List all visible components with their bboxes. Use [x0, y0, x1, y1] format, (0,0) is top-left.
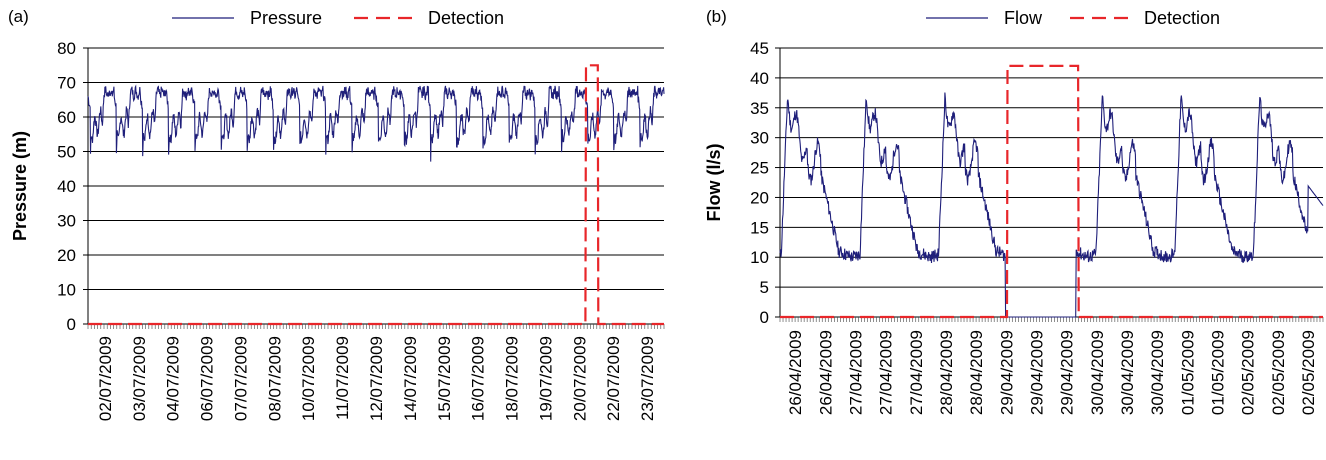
x-tick-label: 29/04/2009: [997, 330, 1016, 415]
y-axis-label: Pressure (m): [10, 131, 30, 241]
y-tick-label: 30: [57, 212, 76, 231]
x-tick-label: 07/07/2009: [231, 336, 250, 421]
x-tick-label: 11/07/2009: [333, 336, 352, 420]
y-tick-label: 0: [67, 315, 76, 334]
series-line-flow: [780, 93, 1323, 318]
y-tick-label: 35: [750, 99, 769, 118]
legend-label-pressure: Pressure: [250, 8, 322, 28]
panel-a-pressure-chart: (a) 0 10 20 30 40 50 60 70 80 Pressure (m) 02/07/20…: [8, 7, 664, 421]
y-tick-label: 10: [750, 248, 769, 267]
x-tick-label: 27/04/2009: [846, 330, 865, 415]
x-tick-label: 18/07/2009: [503, 336, 522, 421]
x-tick-label: 15/07/2009: [435, 336, 454, 421]
x-tick-label: 23/07/2009: [638, 336, 657, 421]
y-tick-label: 0: [760, 308, 769, 327]
legend-label-detection: Detection: [428, 8, 504, 28]
y-tick-label: 20: [57, 246, 76, 265]
x-tick-label: 28/04/2009: [937, 330, 956, 415]
legend-label-detection: Detection: [1144, 8, 1220, 28]
y-tick-label: 10: [57, 281, 76, 300]
x-tick-label: 26/04/2009: [786, 330, 805, 415]
y-tick-label: 15: [750, 218, 769, 237]
x-tick-label: 27/04/2009: [877, 330, 896, 415]
x-tick-label: 01/05/2009: [1178, 330, 1197, 415]
y-tick-label: 70: [57, 74, 76, 93]
x-tick-label: 30/04/2009: [1118, 330, 1137, 415]
y-tick-label: 80: [57, 39, 76, 58]
y-tick-label: 40: [750, 69, 769, 88]
legend-label-flow: Flow: [1004, 8, 1043, 28]
series-line-detection: [88, 65, 664, 324]
y-tick-label: 30: [750, 129, 769, 148]
x-tick-label: 29/04/2009: [1058, 330, 1077, 415]
y-tick-label: 20: [750, 188, 769, 207]
panel-label: (a): [8, 7, 29, 26]
x-tick-label: 22/07/2009: [604, 336, 623, 421]
x-tick-label: 19/07/2009: [536, 336, 555, 421]
x-tick-label: 28/04/2009: [967, 330, 986, 415]
x-tick-label: 02/07/2009: [96, 336, 115, 421]
y-axis-label: Flow (l/s): [704, 144, 724, 222]
x-tick-label: 10/07/2009: [299, 336, 318, 421]
x-tick-label: 30/04/2009: [1148, 330, 1167, 415]
y-tick-label: 60: [57, 108, 76, 127]
x-tick-label: 14/07/2009: [401, 336, 420, 421]
y-tick-label: 25: [750, 159, 769, 178]
x-tick-label: 20/07/2009: [570, 336, 589, 421]
x-tick-label: 29/04/2009: [1027, 330, 1046, 415]
x-tick-label: 16/07/2009: [469, 336, 488, 421]
x-tick-label: 01/05/2009: [1208, 330, 1227, 415]
y-tick-label: 5: [760, 278, 769, 297]
x-tick-label: 06/07/2009: [198, 336, 217, 421]
panel-b-flow-chart: (b) 0 5 10 15 20 25 30 35 40 45 Flow (l/s) 26/04/200…: [704, 7, 1323, 415]
x-tick-label: 12/07/2009: [367, 336, 386, 421]
x-tick-label: 03/07/2009: [130, 336, 149, 421]
x-tick-label: 30/04/2009: [1088, 330, 1107, 415]
x-tick-label: 26/04/2009: [816, 330, 835, 415]
series-line-detection: [780, 66, 1323, 317]
y-tick-label: 45: [750, 39, 769, 58]
x-tick-label: 04/07/2009: [164, 336, 183, 421]
series-line-pressure: [88, 86, 664, 162]
x-tick-label: 08/07/2009: [265, 336, 284, 421]
x-tick-label: 02/05/2009: [1299, 330, 1318, 415]
y-tick-label: 40: [57, 177, 76, 196]
x-tick-label: 02/05/2009: [1239, 330, 1258, 415]
y-tick-label: 50: [57, 143, 76, 162]
x-tick-label: 27/04/2009: [907, 330, 926, 415]
x-tick-label: 02/05/2009: [1269, 330, 1288, 415]
panel-label: (b): [706, 7, 727, 26]
